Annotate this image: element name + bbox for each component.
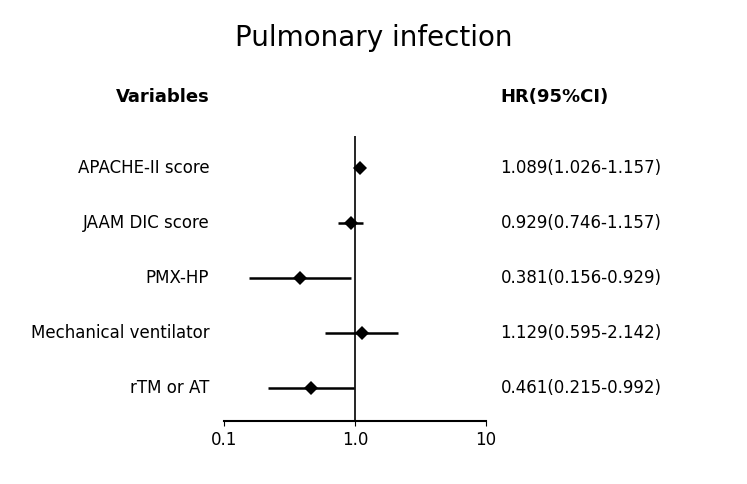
Text: 0.461(0.215-0.992): 0.461(0.215-0.992) — [500, 379, 662, 397]
Text: 0.381(0.156-0.929): 0.381(0.156-0.929) — [500, 269, 662, 287]
Text: Pulmonary infection: Pulmonary infection — [235, 24, 512, 52]
Text: PMX-HP: PMX-HP — [146, 269, 209, 287]
Text: Mechanical ventilator: Mechanical ventilator — [31, 324, 209, 342]
Text: rTM or AT: rTM or AT — [130, 379, 209, 397]
Text: HR(95%CI): HR(95%CI) — [500, 88, 609, 106]
Text: 1.129(0.595-2.142): 1.129(0.595-2.142) — [500, 324, 662, 342]
Text: APACHE-II score: APACHE-II score — [78, 159, 209, 178]
Text: Variables: Variables — [115, 88, 209, 106]
Text: 0.929(0.746-1.157): 0.929(0.746-1.157) — [500, 214, 661, 232]
Text: 1.089(1.026-1.157): 1.089(1.026-1.157) — [500, 159, 662, 178]
Text: JAAM DIC score: JAAM DIC score — [82, 214, 209, 232]
